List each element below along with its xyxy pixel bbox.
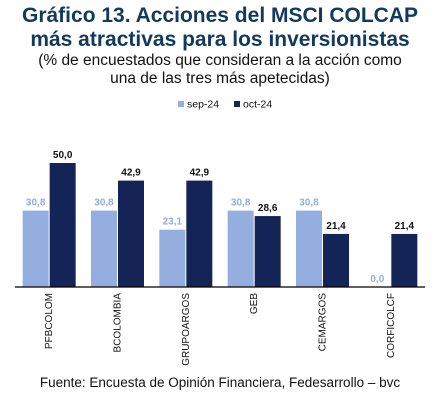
bar-oct-24-geb <box>254 216 281 287</box>
bar-oct-24-corficolcf <box>391 233 418 287</box>
value-label-oct-24-cemargos: 21,4 <box>326 221 346 232</box>
chart-title-line-1: Gráfico 13. Acciones del MSCI COLCAP <box>22 4 418 27</box>
bar-sep-24-pfbcolom <box>22 210 49 287</box>
category-label-pfbcolom: PFBCOLOM <box>44 293 55 349</box>
category-label-cemargos: CEMARGOS <box>318 293 329 352</box>
chart-subtitle-line-2: una de las tres más apetecidas) <box>110 70 330 87</box>
bar-sep-24-geb <box>227 210 254 287</box>
bar-oct-24-grupoargos <box>186 180 213 287</box>
value-label-sep-24-grupoargos: 23,1 <box>163 217 183 228</box>
value-label-sep-24-geb: 30,8 <box>231 198 251 209</box>
category-label-bcolombia: BCOLOMBIA <box>113 293 124 353</box>
value-label-sep-24-cemargos: 30,8 <box>299 198 319 209</box>
bar-oct-24-pfbcolom <box>49 163 76 287</box>
legend-swatch-sep-24 <box>178 101 184 107</box>
value-label-oct-24-geb: 28,6 <box>258 203 278 214</box>
value-label-oct-24-bcolombia: 42,9 <box>121 168 141 179</box>
value-label-sep-24-bcolombia: 30,8 <box>94 198 114 209</box>
bar-chart: sep-24 oct-24 30,8 50,0 PFBCOLOM 30,8 42,9 BCOL… <box>15 99 425 366</box>
chart-subtitle: (% de encuestados que consideran a la ac… <box>0 52 440 88</box>
legend-label-sep-24: sep-24 <box>187 99 219 111</box>
bar-sep-24-grupoargos <box>159 229 186 287</box>
value-label-sep-24-corficolcf: 0,0 <box>370 274 384 285</box>
value-label-oct-24-corficolcf: 21,4 <box>395 221 415 232</box>
value-label-oct-24-pfbcolom: 50,0 <box>53 150 73 161</box>
source-note: Fuente: Encuesta de Opinión Financiera, … <box>39 375 401 390</box>
value-label-sep-24-pfbcolom: 30,8 <box>26 198 46 209</box>
bar-oct-24-bcolombia <box>118 180 144 287</box>
bar-oct-24-cemargos <box>323 233 349 287</box>
category-label-geb: GEB <box>249 293 260 314</box>
bar-sep-24-cemargos <box>296 210 322 287</box>
chart-title: Gráfico 13. Acciones del MSCI COLCAP más… <box>0 4 440 52</box>
category-label-grupoargos: GRUPOARGOS <box>181 293 192 366</box>
legend-swatch-oct-24 <box>234 101 240 107</box>
category-label-corficolcf: CORFICOLCF <box>386 293 397 358</box>
chart-subtitle-line-1: (% de encuestados que consideran a la ac… <box>38 52 402 69</box>
chart-title-line-2: más atractivas para los inversionistas <box>30 28 410 51</box>
bar-sep-24-bcolombia <box>91 210 117 287</box>
value-label-oct-24-grupoargos: 42,9 <box>190 168 210 179</box>
legend-label-oct-24: oct-24 <box>243 99 272 111</box>
